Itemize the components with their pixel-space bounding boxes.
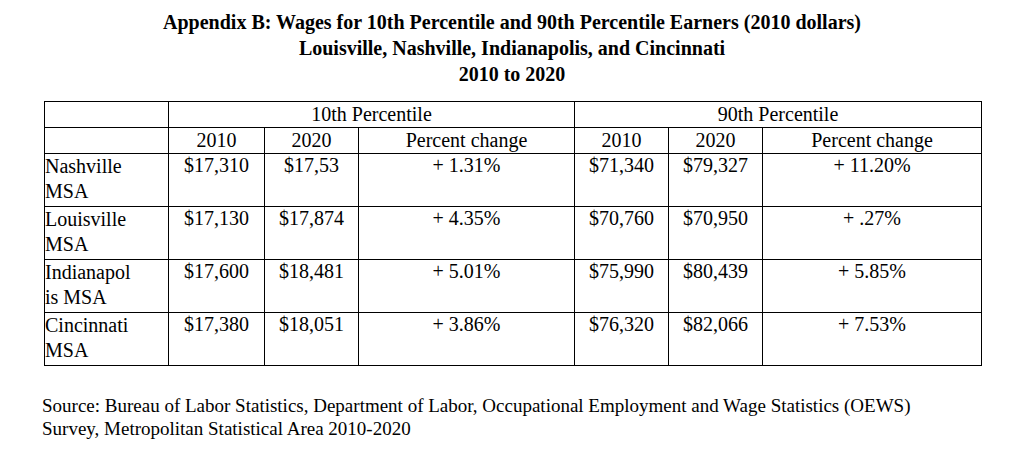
cincinnati-10th-change-cell: + 3.86% [359, 313, 575, 366]
title-line-1: Appendix B: Wages for 10th Percentile an… [0, 9, 1024, 35]
table-row-cincinnati: Cincinnati MSA $17,380 $18,051 + 3.86% $… [45, 313, 982, 366]
table-footnotes: Source: Bureau of Labor Statistics, Depa… [42, 371, 1024, 461]
row-label-indianapolis: Indianapol is MSA [45, 260, 169, 313]
cincinnati-10th-2020-cell: $18,051 [265, 313, 359, 366]
nashville-90th-2010-cell: $71,340 [575, 154, 669, 207]
louisville-90th-change-cell: + .27% [763, 207, 982, 260]
row-label-louisville: Louisville MSA [45, 207, 169, 260]
col-header-90th-2020: 2020 [669, 128, 763, 154]
louisville-10th-change-cell: + 4.35% [359, 207, 575, 260]
title-line-2: Louisville, Nashville, Indianapolis, and… [0, 35, 1024, 61]
col-header-10th-2020: 2020 [265, 128, 359, 154]
louisville-10th-2020-cell: $17,874 [265, 207, 359, 260]
indianapolis-90th-change-cell: + 5.85% [763, 260, 982, 313]
group-header-90th-percentile: 90th Percentile [575, 102, 982, 128]
column-header-row: 2010 2020 Percent change 2010 2020 Perce… [45, 128, 982, 154]
indianapolis-90th-2020-cell: $80,439 [669, 260, 763, 313]
table-row-louisville: Louisville MSA $17,130 $17,874 + 4.35% $… [45, 207, 982, 260]
nashville-10th-2010-cell: $17,310 [169, 154, 265, 207]
louisville-90th-2020-cell: $70,950 [669, 207, 763, 260]
table-row-indianapolis: Indianapol is MSA $17,600 $18,481 + 5.01… [45, 260, 982, 313]
title-line-3: 2010 to 2020 [0, 61, 1024, 87]
louisville-10th-2010-cell: $17,130 [169, 207, 265, 260]
col-header-10th-percent-change: Percent change [359, 128, 575, 154]
col-header-10th-2010: 2010 [169, 128, 265, 154]
louisville-90th-2010-cell: $70,760 [575, 207, 669, 260]
cincinnati-10th-2010-cell: $17,380 [169, 313, 265, 366]
col-header-90th-percent-change: Percent change [763, 128, 982, 154]
cincinnati-90th-change-cell: + 7.53% [763, 313, 982, 366]
table-title: Appendix B: Wages for 10th Percentile an… [0, 0, 1024, 87]
cincinnati-90th-2020-cell: $82,066 [669, 313, 763, 366]
indianapolis-10th-2010-cell: $17,600 [169, 260, 265, 313]
nashville-90th-2020-cell: $79,327 [669, 154, 763, 207]
col-header-90th-2010: 2010 [575, 128, 669, 154]
cincinnati-90th-2010-cell: $76,320 [575, 313, 669, 366]
nashville-90th-change-cell: + 11.20% [763, 154, 982, 207]
group-header-row: 10th Percentile 90th Percentile [45, 102, 982, 128]
table-row-nashville: Nashville MSA $17,310 $17,53 + 1.31% $71… [45, 154, 982, 207]
row-label-nashville: Nashville MSA [45, 154, 169, 207]
source-note: Source: Bureau of Labor Statistics, Depa… [42, 394, 1024, 440]
indianapolis-10th-change-cell: + 5.01% [359, 260, 575, 313]
row-label-cincinnati: Cincinnati MSA [45, 313, 169, 366]
group-header-10th-percentile: 10th Percentile [169, 102, 575, 128]
indianapolis-10th-2020-cell: $18,481 [265, 260, 359, 313]
corner-empty-cell [45, 102, 169, 128]
wages-table: 10th Percentile 90th Percentile 2010 202… [44, 101, 982, 366]
nashville-10th-2020-cell: $17,53 [265, 154, 359, 207]
corner-empty-cell-2 [45, 128, 169, 154]
indianapolis-90th-2010-cell: $75,990 [575, 260, 669, 313]
nashville-10th-change-cell: + 1.31% [359, 154, 575, 207]
